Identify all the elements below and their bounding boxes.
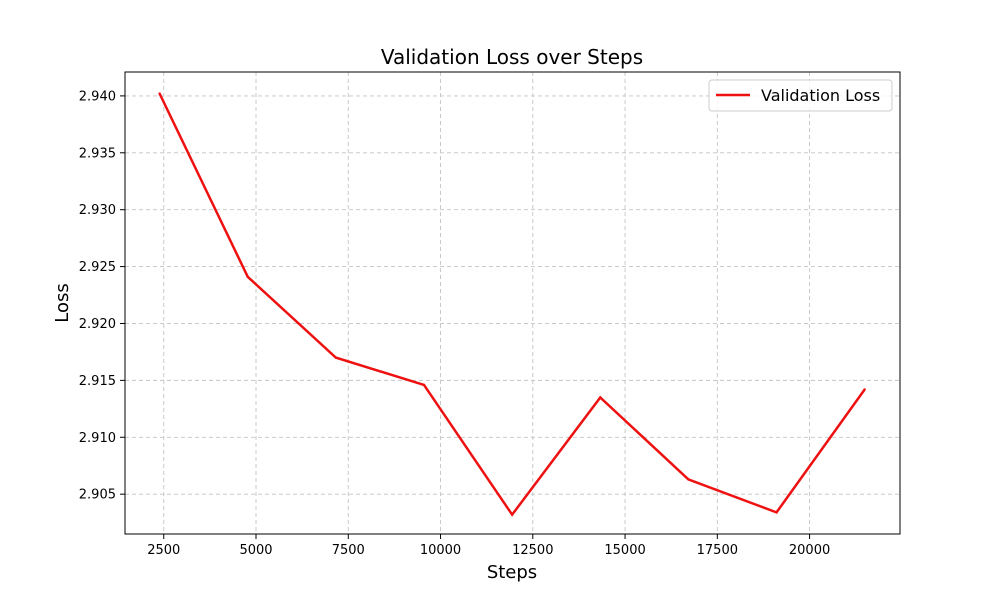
data-point xyxy=(599,396,602,399)
x-tick-label: 12500 xyxy=(512,543,553,558)
chart-title: Validation Loss over Steps xyxy=(381,45,643,69)
data-point xyxy=(246,275,249,279)
y-axis-ticks: 2.905 2.910 2.915 2.920 2.925 2.930 2.935 2.940 xyxy=(79,89,125,503)
y-tick-label: 2.920 xyxy=(79,317,116,332)
data-point xyxy=(158,92,161,95)
y-tick-label: 2.935 xyxy=(79,146,116,161)
plot-area-frame xyxy=(124,71,901,535)
grid-lines xyxy=(125,72,900,534)
legend-label-validation-loss: Validation Loss xyxy=(761,86,880,105)
data-point xyxy=(863,388,866,391)
y-axis-label: Loss xyxy=(52,283,73,322)
x-tick-label: 15000 xyxy=(604,543,645,558)
y-tick-label: 2.925 xyxy=(79,260,116,275)
x-tick-label: 7500 xyxy=(332,543,365,558)
x-tick-label: 17500 xyxy=(697,543,738,558)
x-tick-label: 10000 xyxy=(420,543,461,558)
y-tick-label: 2.930 xyxy=(79,203,116,218)
legend-box xyxy=(708,79,893,112)
series-layer xyxy=(158,92,866,517)
data-point xyxy=(775,511,778,514)
x-tick-label: 2500 xyxy=(147,543,180,558)
x-tick-label: 5000 xyxy=(239,543,272,558)
y-tick-label: 2.915 xyxy=(79,374,116,389)
x-tick-label: 20000 xyxy=(789,543,830,558)
data-point xyxy=(422,383,426,387)
y-tick-label: 2.910 xyxy=(79,431,116,446)
x-axis-ticks: 2500 5000 7500 10000 12500 15000 17500 20000 xyxy=(147,534,830,558)
x-axis-label: Steps xyxy=(487,562,537,583)
data-point xyxy=(334,356,338,359)
data-point xyxy=(687,478,690,481)
data-point xyxy=(510,513,514,516)
y-tick-label: 2.940 xyxy=(79,89,116,104)
y-tick-label: 2.905 xyxy=(79,488,116,503)
legend: Validation Loss xyxy=(708,79,893,112)
